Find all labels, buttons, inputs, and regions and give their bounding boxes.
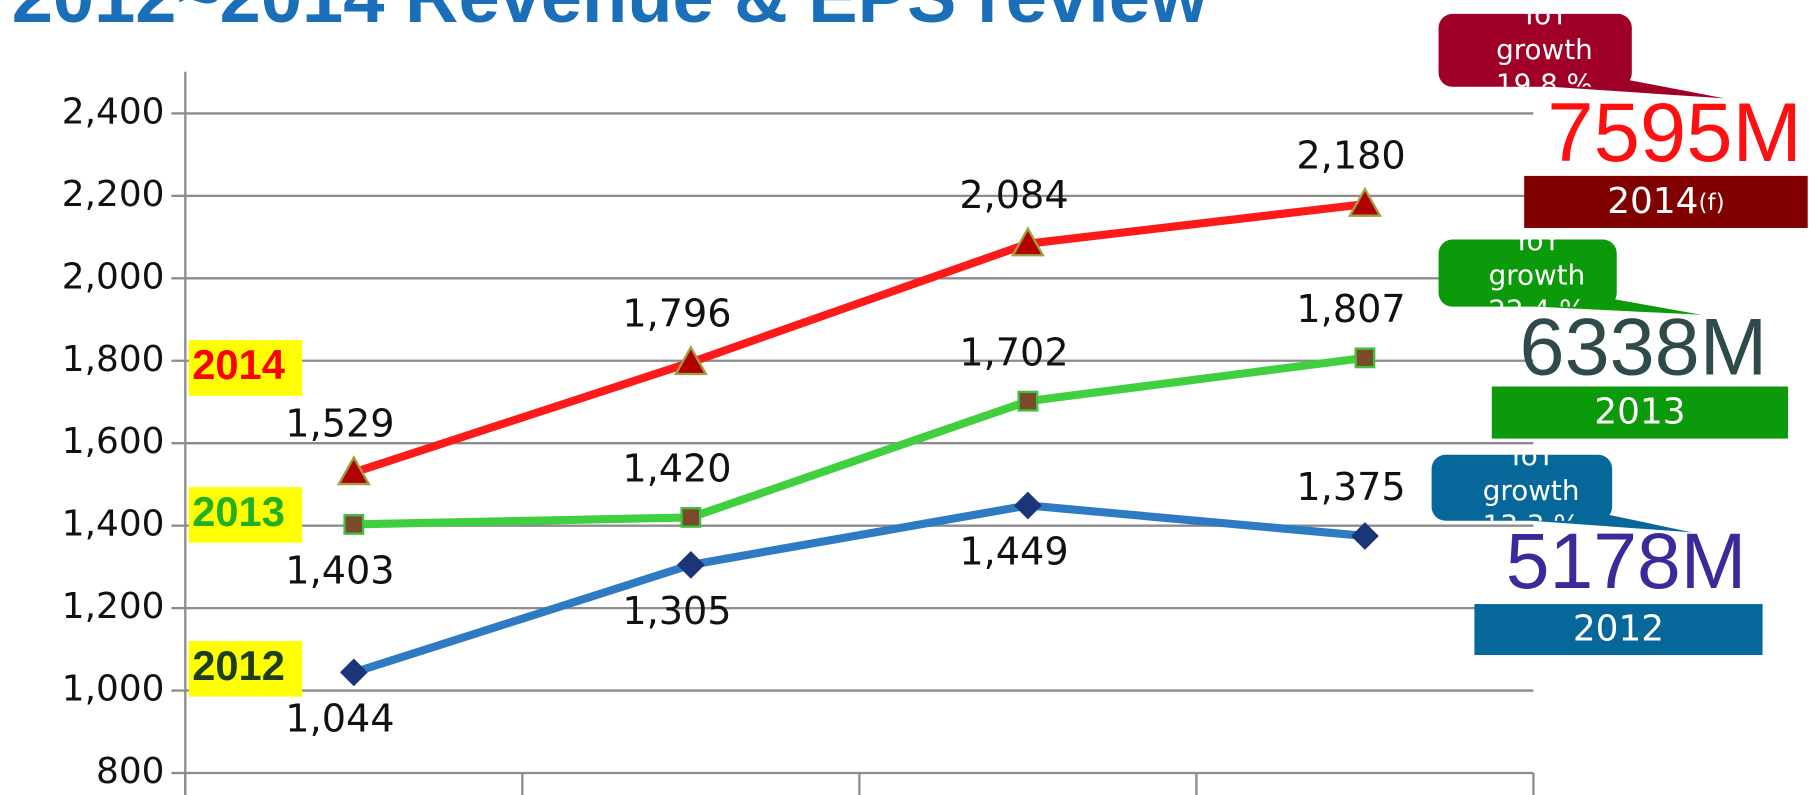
- chart-title: 2012~2014 Revenue & EPS review: [12, 0, 1208, 38]
- data-label: 2,084: [959, 174, 1068, 218]
- growth-text: YoY: [1512, 224, 1561, 257]
- callout-box: [1438, 13, 1632, 87]
- y-tick-label: 1,200: [62, 586, 165, 627]
- marker: [676, 550, 705, 579]
- y-tick-label: 1,600: [62, 421, 165, 462]
- year-text: 2013: [1594, 392, 1685, 433]
- year-text: 2012: [1573, 609, 1664, 650]
- y-tick-label: 2,400: [62, 91, 165, 132]
- growth-text: YoY: [1507, 439, 1556, 472]
- data-label: 1,529: [285, 403, 394, 447]
- total-value: 7595M: [1547, 86, 1802, 179]
- data-label: 1,375: [1296, 466, 1405, 510]
- year-label: 2013: [1594, 392, 1685, 433]
- data-label: 1,796: [622, 293, 731, 337]
- marker: [1354, 347, 1376, 369]
- y-tick-label: 2,200: [62, 174, 165, 215]
- growth-text: 13.3 %: [1483, 509, 1580, 542]
- year-label: 2012: [1573, 609, 1664, 650]
- y-tick-label: 1,000: [62, 669, 165, 710]
- marker: [673, 345, 708, 376]
- growth-text: 19.8 %: [1496, 68, 1593, 101]
- y-tick-label: 1,400: [62, 504, 165, 545]
- growth-text: 22.4 %: [1488, 293, 1585, 326]
- marker: [1351, 522, 1379, 550]
- series-label: 2013: [192, 488, 285, 535]
- marker: [336, 455, 371, 486]
- series-label: 2014: [192, 341, 285, 388]
- series-label: 2012: [192, 642, 285, 689]
- data-label: 1,403: [285, 550, 394, 594]
- data-label: 2,180: [1296, 134, 1405, 178]
- marker: [1014, 491, 1042, 520]
- series-label-bg: [188, 487, 303, 543]
- year-bar: [1524, 175, 1808, 228]
- marker: [343, 514, 365, 535]
- growth-text: growth: [1496, 33, 1593, 66]
- marker: [1017, 390, 1039, 412]
- year-suffix: (f): [1698, 190, 1724, 216]
- growth-text: growth: [1483, 474, 1580, 507]
- series-label-bg: [188, 641, 303, 697]
- y-tick-label: 800: [96, 751, 164, 792]
- marker: [1010, 226, 1045, 257]
- growth-text: YoY: [1520, 0, 1569, 31]
- series-line: [353, 353, 1366, 529]
- marker: [339, 658, 368, 687]
- y-tick-label: 2,000: [62, 256, 165, 297]
- year-bar: [1474, 604, 1763, 655]
- data-label: 1,702: [959, 331, 1068, 375]
- data-label: 1,807: [1296, 288, 1405, 332]
- total-value: 5178M: [1506, 517, 1747, 605]
- callout-box: [1438, 239, 1617, 307]
- callout-box: [1431, 454, 1613, 521]
- data-label: 1,305: [622, 590, 731, 634]
- marker: [680, 507, 702, 528]
- data-label: 1,044: [285, 698, 394, 742]
- growth-text: growth: [1489, 259, 1586, 292]
- year-text: 2014: [1607, 181, 1698, 222]
- year-bar: [1491, 386, 1789, 439]
- series-line: [352, 501, 1366, 677]
- data-label: 1,449: [959, 531, 1068, 575]
- data-label: 1,420: [622, 448, 731, 492]
- marker: [1347, 186, 1382, 217]
- year-label: 2014(f): [1607, 181, 1724, 222]
- series-label-bg: [188, 340, 303, 396]
- total-value: 6338M: [1520, 302, 1768, 392]
- series-line: [352, 200, 1366, 477]
- y-tick-label: 1,800: [62, 339, 165, 380]
